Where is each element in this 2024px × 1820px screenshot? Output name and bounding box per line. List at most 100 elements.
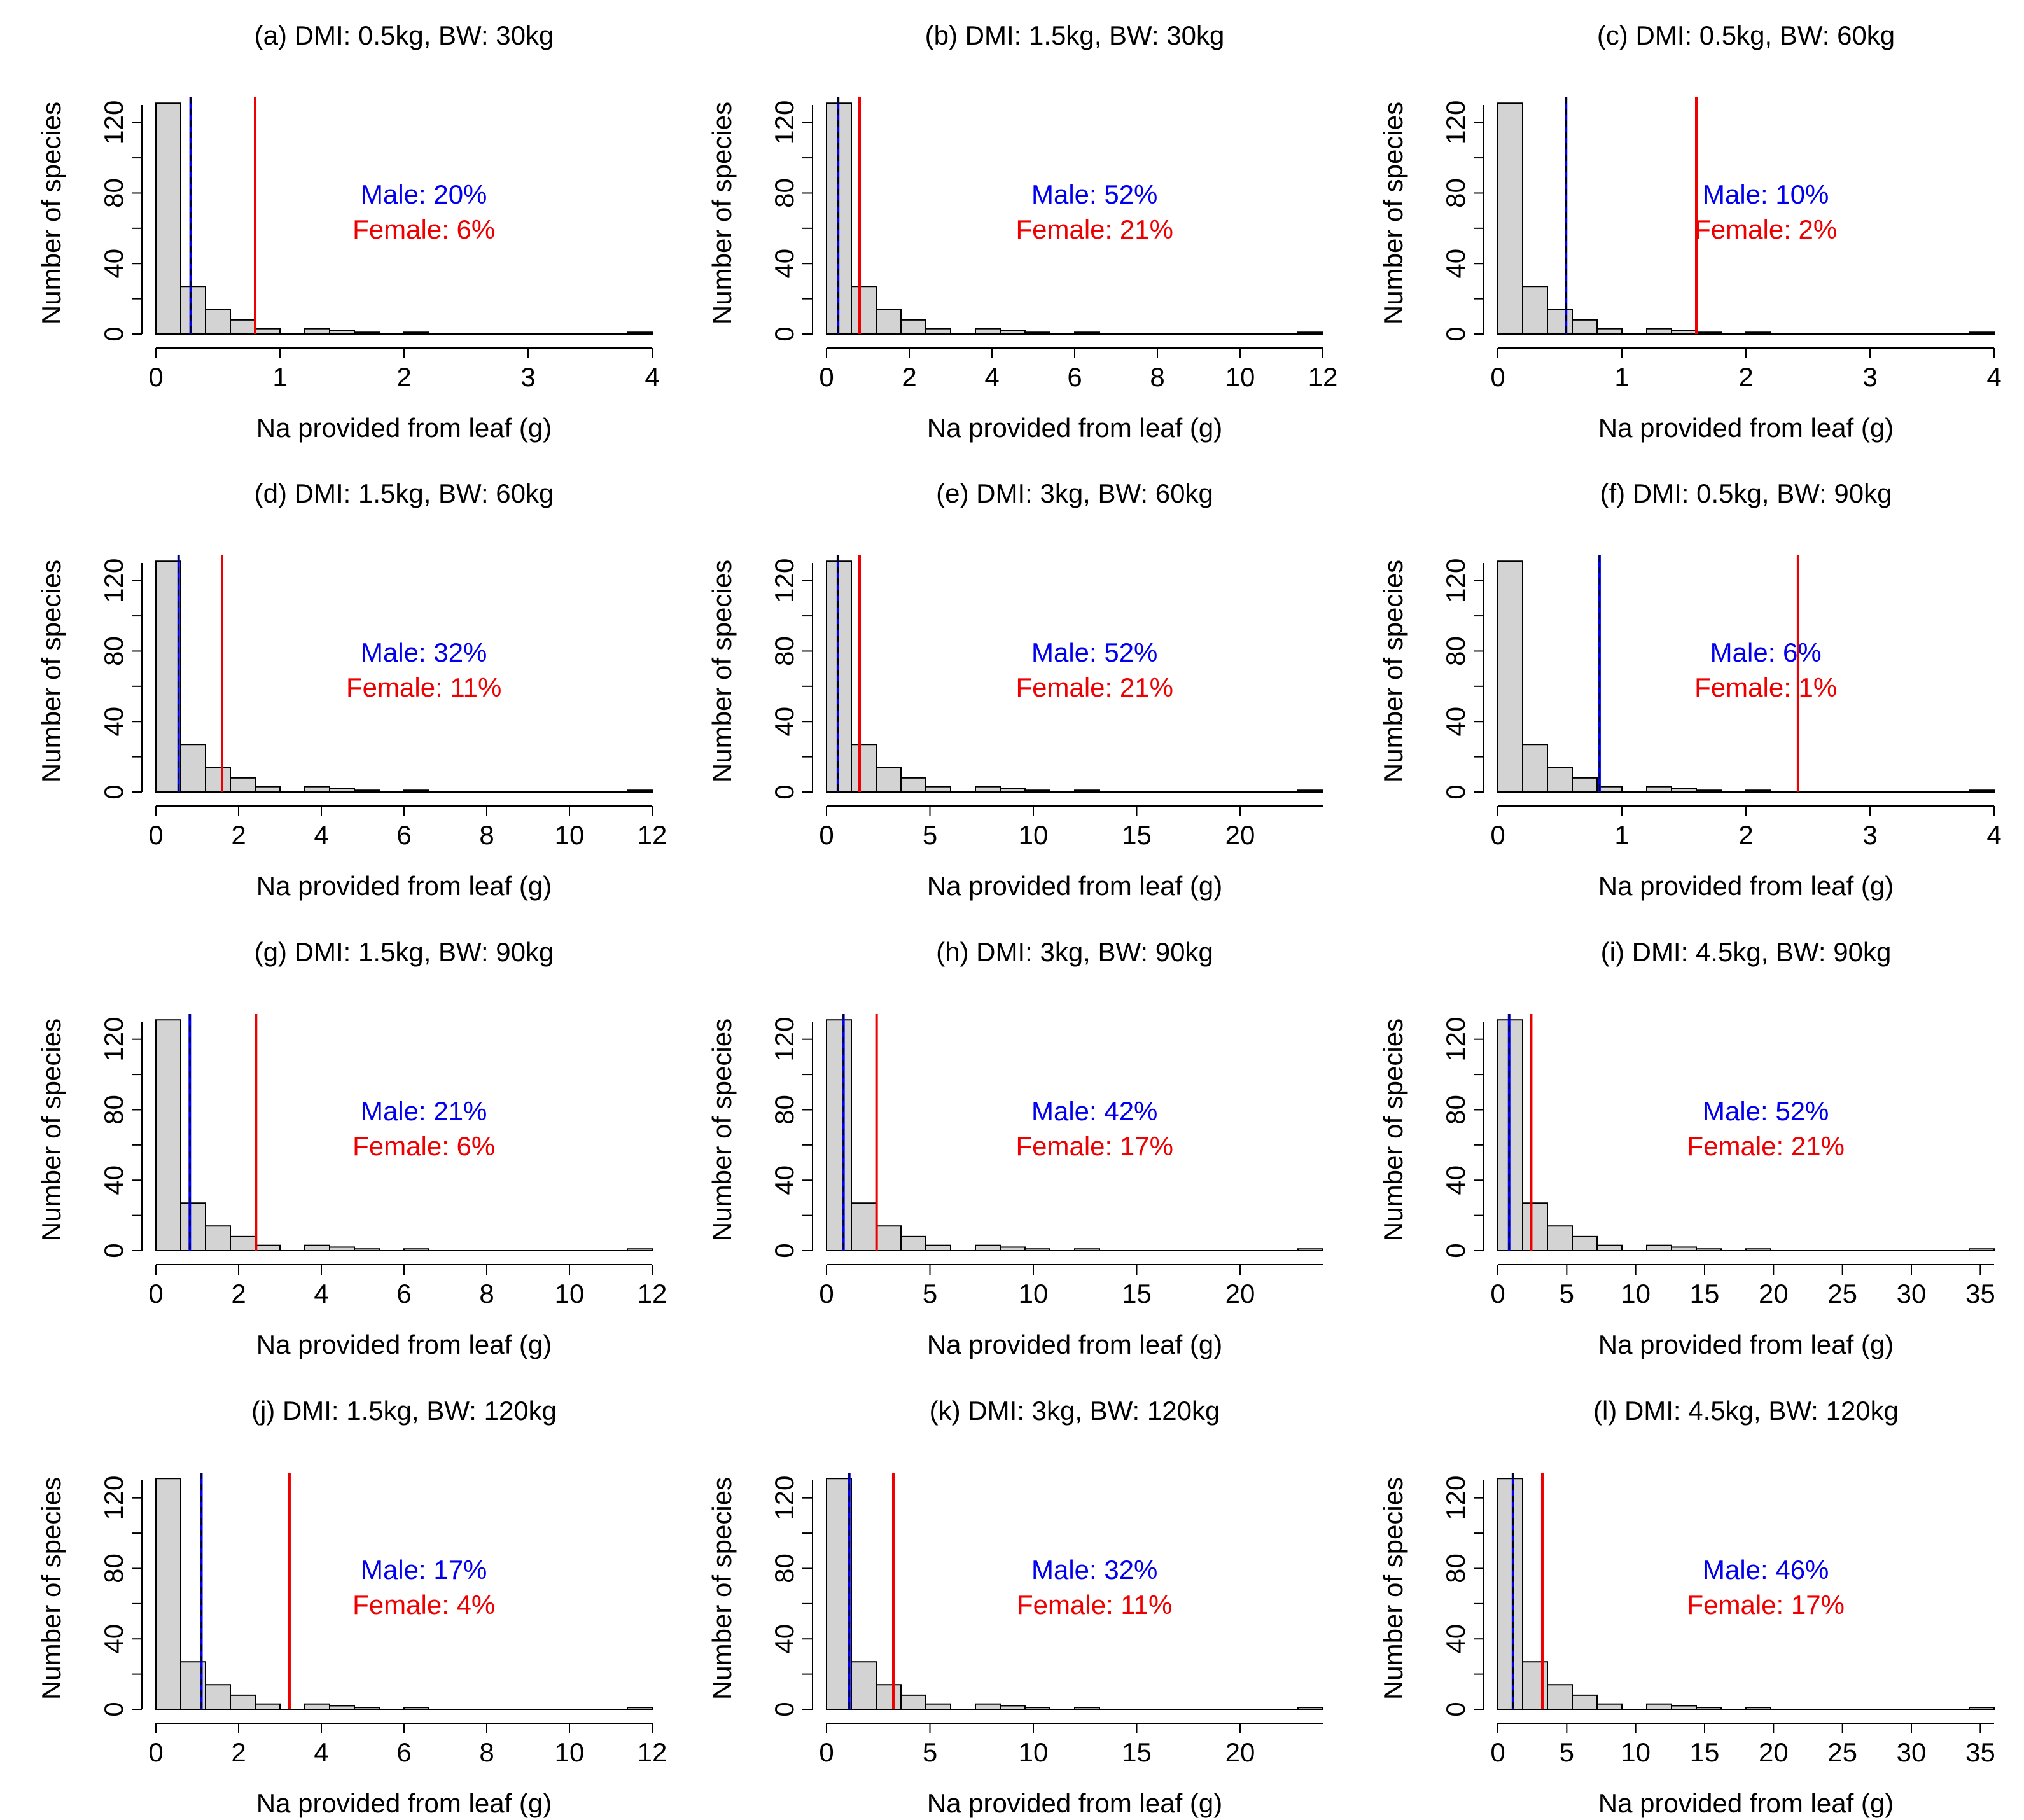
x-tick-label: 6 (1067, 362, 1082, 392)
histogram-panel-j: (j) DMI: 1.5kg, BW: 120kg Male: 17% Female… (36, 1396, 667, 1818)
histogram-bar (1596, 1244, 1623, 1251)
x-tick-label: 12 (1308, 362, 1338, 392)
x-tick-label: 15 (1122, 1737, 1152, 1767)
y-tick-label: 80 (1441, 178, 1470, 208)
x-tick-label: 2 (902, 362, 916, 392)
histogram-bar (1547, 1225, 1573, 1251)
x-tick-label: 12 (638, 1279, 667, 1309)
histogram-bar (230, 319, 256, 335)
x-tick-label: 0 (819, 362, 834, 392)
histogram-bar (1547, 1684, 1573, 1710)
histogram-bar (304, 786, 330, 793)
histogram-panel-f: (f) DMI: 0.5kg, BW: 90kg Male: 6% Female: … (1378, 478, 2002, 901)
x-tick-label: 1 (1614, 362, 1629, 392)
y-tick-label: 40 (769, 249, 799, 279)
x-tick-label: 2 (231, 1279, 246, 1309)
x-tick-label: 10 (1225, 362, 1255, 392)
x-axis-label: Na provided from leaf (g) (927, 871, 1223, 901)
x-tick-label: 6 (396, 1279, 411, 1309)
histogram-bar (876, 767, 902, 793)
histogram-bar (180, 286, 206, 335)
x-tick-label: 12 (638, 1737, 667, 1767)
panel-title: (b) DMI: 1.5kg, BW: 30kg (925, 20, 1225, 50)
x-tick-label: 0 (148, 1279, 163, 1309)
histogram-bar (205, 1684, 231, 1710)
histogram-bar (255, 1703, 281, 1711)
y-axis-label: Number of species (707, 102, 737, 324)
histogram-bar (1572, 1694, 1598, 1711)
x-axis-label: Na provided from leaf (g) (256, 1788, 552, 1818)
x-tick-label: 10 (1019, 1279, 1049, 1309)
x-tick-label: 0 (819, 820, 834, 850)
histogram-panel-a: (a) DMI: 0.5kg, BW: 30kg Male: 20% Female:… (36, 20, 660, 443)
male-percent-label: Male: 10% (1703, 179, 1829, 209)
x-tick-label: 0 (819, 1737, 834, 1767)
y-tick-label: 40 (1441, 249, 1470, 279)
y-tick-label: 120 (1441, 1476, 1470, 1520)
x-tick-label: 6 (396, 1737, 411, 1767)
y-tick-label: 0 (769, 1702, 799, 1716)
x-tick-label: 20 (1759, 1279, 1789, 1309)
histogram-bar (155, 1019, 181, 1251)
panel-title: (a) DMI: 0.5kg, BW: 30kg (255, 20, 554, 50)
histogram-bar (180, 744, 206, 793)
x-axis-label: Na provided from leaf (g) (1598, 413, 1894, 443)
x-tick-label: 0 (1490, 362, 1505, 392)
male-percent-label: Male: 46% (1703, 1555, 1829, 1585)
y-tick-label: 120 (99, 1017, 129, 1062)
histogram-bar (1646, 1244, 1672, 1251)
x-tick-label: 5 (923, 1279, 937, 1309)
female-percent-label: Female: 11% (346, 672, 501, 702)
x-axis-label: Na provided from leaf (g) (1598, 1788, 1894, 1818)
histogram-bar (1522, 1661, 1548, 1710)
y-tick-label: 80 (1441, 1095, 1470, 1125)
histogram-bar (304, 1244, 330, 1251)
y-axis-label: Number of species (707, 560, 737, 782)
histogram-panel-c: (c) DMI: 0.5kg, BW: 60kg Male: 10% Female:… (1378, 20, 2002, 443)
y-axis-label: Number of species (36, 102, 66, 324)
x-axis-label: Na provided from leaf (g) (1598, 1330, 1894, 1359)
histogram-bar (851, 744, 877, 793)
histogram-bar (1522, 1202, 1548, 1251)
y-tick-label: 0 (1441, 784, 1470, 799)
x-tick-label: 30 (1897, 1279, 1927, 1309)
x-tick-label: 0 (819, 1279, 834, 1309)
y-axis-label: Number of species (1378, 560, 1408, 782)
histogram-bar (1547, 309, 1573, 335)
histogram-bar (304, 328, 330, 335)
panel-title: (j) DMI: 1.5kg, BW: 120kg (251, 1396, 557, 1426)
panel-title: (d) DMI: 1.5kg, BW: 60kg (255, 478, 554, 508)
y-tick-label: 80 (1441, 1553, 1470, 1583)
y-tick-label: 40 (99, 707, 129, 737)
histogram-bar (876, 309, 902, 335)
histogram-bar (1522, 286, 1548, 335)
y-tick-label: 80 (769, 1095, 799, 1125)
histogram-bar (900, 319, 926, 335)
x-tick-label: 3 (520, 362, 535, 392)
histogram-panel-e: (e) DMI: 3kg, BW: 60kg Male: 52% Female: 2… (707, 478, 1323, 901)
x-tick-label: 25 (1827, 1279, 1857, 1309)
female-percent-label: Female: 21% (1015, 672, 1173, 702)
x-tick-label: 2 (396, 362, 411, 392)
panel-title: (g) DMI: 1.5kg, BW: 90kg (255, 937, 554, 967)
x-axis-label: Na provided from leaf (g) (927, 413, 1223, 443)
x-tick-label: 0 (1490, 1737, 1505, 1767)
x-axis-label: Na provided from leaf (g) (927, 1788, 1223, 1818)
female-percent-label: Female: 6% (352, 1131, 495, 1161)
histogram-bar (925, 328, 951, 335)
histogram-bar (205, 309, 231, 335)
x-tick-label: 10 (555, 1279, 585, 1309)
x-tick-label: 3 (1862, 362, 1877, 392)
x-tick-label: 0 (148, 1737, 163, 1767)
histogram-panel-g: (g) DMI: 1.5kg, BW: 90kg Male: 21% Female:… (36, 937, 667, 1359)
y-tick-label: 40 (99, 1165, 129, 1195)
y-tick-label: 80 (769, 178, 799, 208)
histogram-bar (900, 1694, 926, 1711)
y-tick-label: 80 (1441, 636, 1470, 666)
male-percent-label: Male: 42% (1031, 1096, 1157, 1126)
x-tick-label: 2 (231, 1737, 246, 1767)
y-tick-label: 80 (769, 636, 799, 666)
x-tick-label: 4 (314, 1279, 328, 1309)
y-tick-label: 40 (1441, 707, 1470, 737)
